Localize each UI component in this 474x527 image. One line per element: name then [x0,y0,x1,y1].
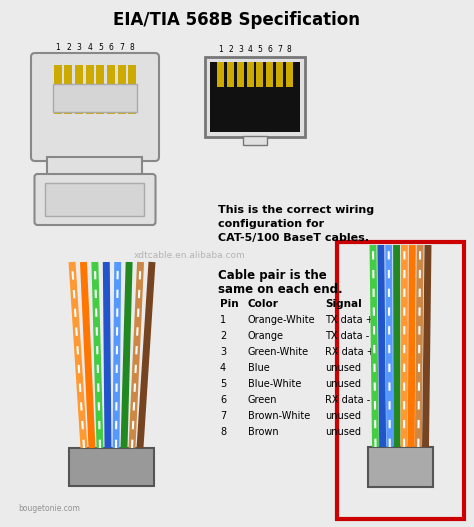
Bar [107,65,115,114]
Text: Color: Color [248,299,279,309]
Text: xdtcable.en.alibaba.com: xdtcable.en.alibaba.com [134,250,246,259]
Text: 4: 4 [87,43,92,52]
Text: 6: 6 [267,45,272,54]
Text: 3: 3 [238,45,243,54]
Text: CAT-5/100 BaseT cables.: CAT-5/100 BaseT cables. [218,233,369,243]
Text: 3: 3 [220,347,226,357]
Text: Cable pair is the: Cable pair is the [218,269,327,282]
Bar [210,62,300,132]
Text: 7: 7 [220,411,226,421]
Bar [205,57,305,137]
Bar [337,242,464,519]
Bar [54,65,62,114]
Text: 4: 4 [248,45,253,54]
FancyBboxPatch shape [31,53,159,161]
Text: 8: 8 [220,427,226,437]
Text: 5: 5 [257,45,262,54]
Text: 1: 1 [220,315,226,325]
Text: 2: 2 [66,43,71,52]
Text: unused: unused [325,379,361,389]
Text: Pin: Pin [220,299,238,309]
Text: configuration for: configuration for [218,219,324,229]
Text: Blue-White: Blue-White [248,379,301,389]
Text: 6: 6 [109,43,113,52]
Bar [70,448,155,486]
Text: Brown-White: Brown-White [248,411,310,421]
Text: unused: unused [325,427,361,437]
Bar [64,65,73,114]
Bar [128,65,136,114]
Bar [237,62,244,87]
Bar [118,65,126,114]
Text: 7: 7 [277,45,282,54]
Text: bougetonie.com: bougetonie.com [18,504,80,513]
Text: 1: 1 [55,43,60,52]
FancyBboxPatch shape [35,174,155,225]
Text: 2: 2 [220,331,226,341]
Bar [46,183,145,216]
Text: same on each end.: same on each end. [218,283,343,296]
Text: 2: 2 [228,45,233,54]
Bar [53,84,137,112]
Text: This is the correct wiring: This is the correct wiring [218,205,374,215]
Bar [276,62,283,87]
Text: 7: 7 [119,43,124,52]
Text: 6: 6 [220,395,226,405]
Text: EIA/TIA 568B Specification: EIA/TIA 568B Specification [113,11,361,29]
Bar [266,62,273,87]
Text: Signal: Signal [325,299,362,309]
Text: unused: unused [325,363,361,373]
Text: RX data +: RX data + [325,347,375,357]
Bar [45,62,145,117]
Bar [227,62,234,87]
Text: 1: 1 [219,45,223,54]
Text: Green-White: Green-White [248,347,309,357]
Bar [243,136,267,145]
Text: Orange: Orange [248,331,284,341]
Text: TX data +: TX data + [325,315,374,325]
Text: Orange-White: Orange-White [248,315,316,325]
Text: RX data -: RX data - [325,395,370,405]
Text: 4: 4 [220,363,226,373]
Bar [75,65,83,114]
Text: Blue: Blue [248,363,270,373]
Text: 5: 5 [98,43,103,52]
Bar [246,62,254,87]
Text: Green: Green [248,395,277,405]
Bar [86,65,94,114]
Bar [286,62,292,87]
Text: TX data -: TX data - [325,331,369,341]
Text: 3: 3 [77,43,82,52]
Text: 8: 8 [130,43,135,52]
Bar [218,62,224,87]
Text: 8: 8 [287,45,292,54]
Text: Brown: Brown [248,427,279,437]
Bar [256,62,264,87]
Bar [368,447,433,487]
Text: 5: 5 [220,379,226,389]
Text: unused: unused [325,411,361,421]
Bar [47,157,143,177]
Bar [96,65,104,114]
